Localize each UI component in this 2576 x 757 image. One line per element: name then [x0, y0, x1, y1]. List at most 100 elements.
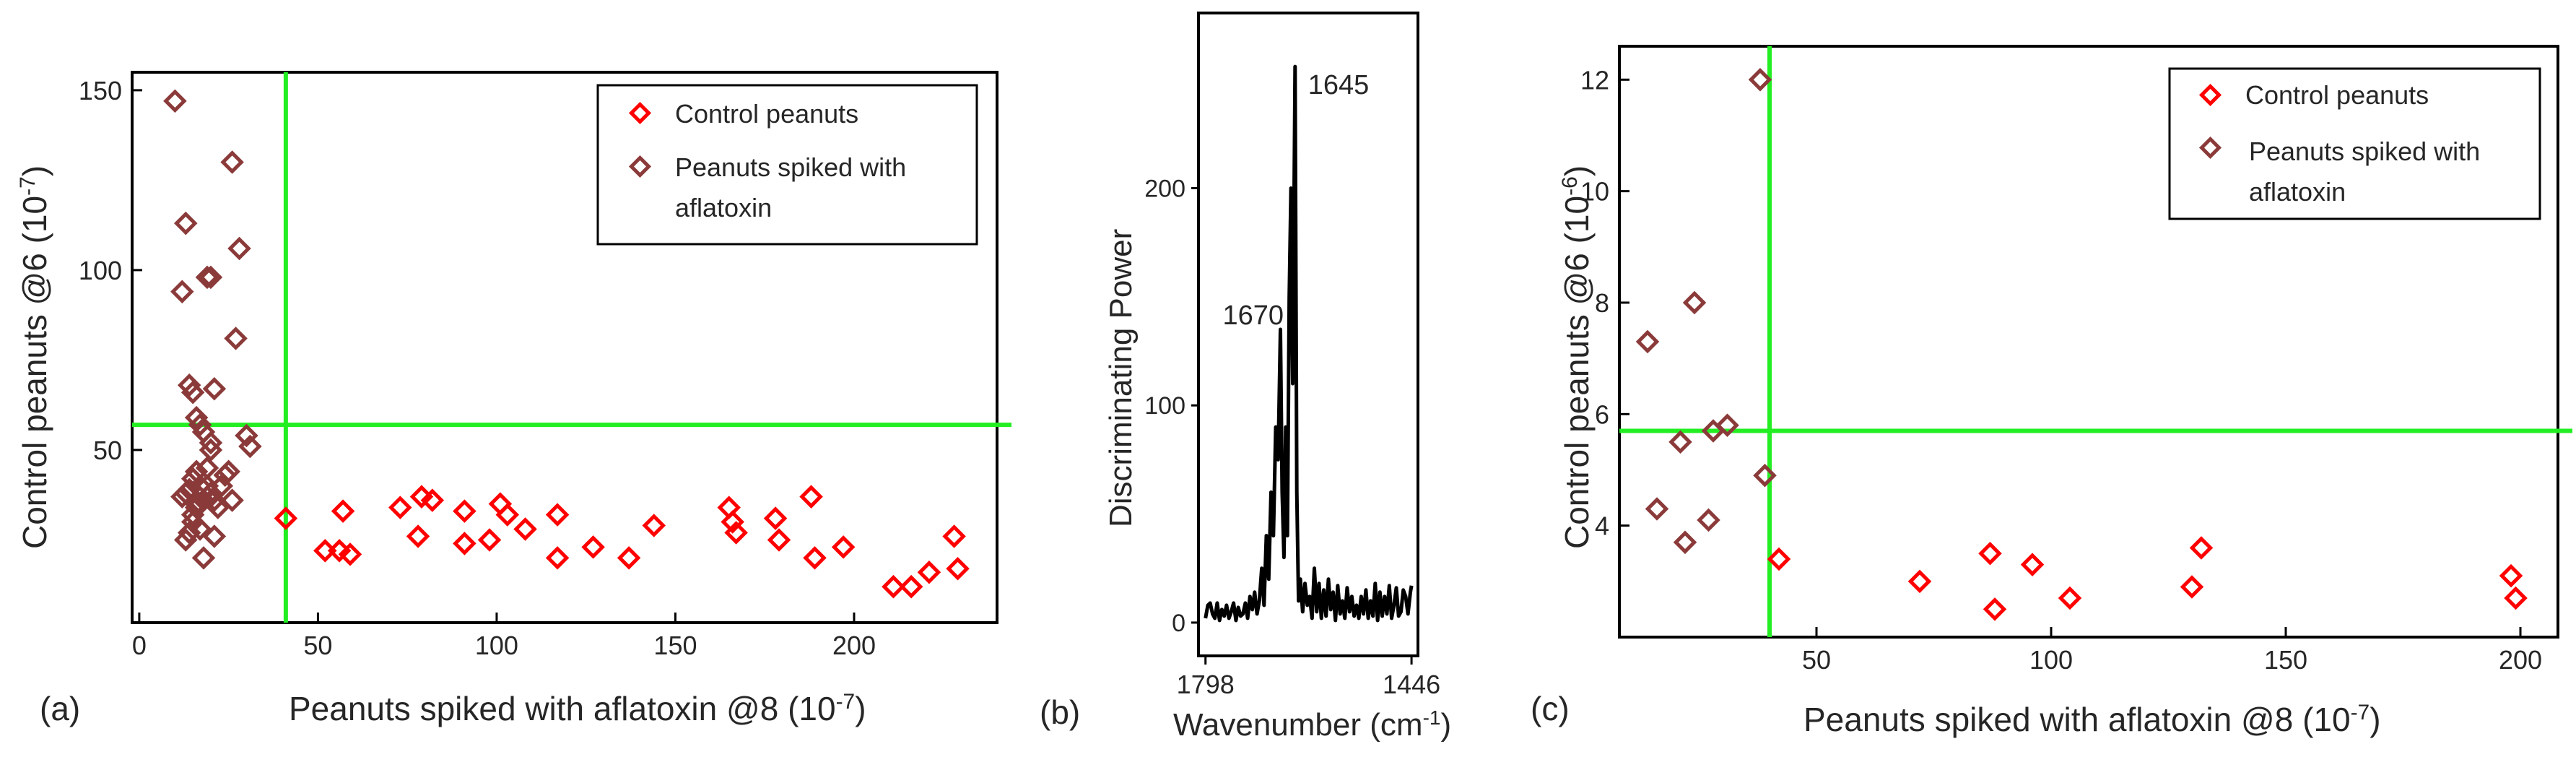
- panel-a-x-tick-label: 200: [832, 631, 876, 660]
- panel-a-plot-frame: [131, 71, 998, 624]
- panel-a-spiked-point: [170, 280, 194, 304]
- panel-b-peak-label-1670: 1670: [1222, 300, 1284, 331]
- panel-b-label: (b): [1040, 693, 1080, 731]
- panel-c-legend-control-marker: [2198, 83, 2222, 107]
- panel-a-spiked-point: [173, 211, 198, 235]
- panel-c-spiked-point: [1682, 290, 1707, 315]
- panel-a-control-point: [617, 546, 641, 570]
- panel-a-y-tick-label: 100: [79, 256, 122, 285]
- panel-a-spiked-point: [224, 326, 248, 350]
- panel-c-legend-spiked-label-line2: aflatoxin: [2249, 177, 2346, 207]
- panel-c-control-point: [1983, 597, 2007, 621]
- panel-c-y-tick-label: 10: [1580, 177, 1609, 207]
- panel-a-control-point: [899, 574, 923, 599]
- panel-a-x-axis-label: Peanuts spiked with aflatoxin @8 (10-7): [289, 690, 866, 728]
- panel-a-control-point: [942, 524, 966, 548]
- panel-a-control-point: [453, 532, 477, 555]
- panel-a-control-point: [767, 528, 791, 552]
- panel-a-control-point: [724, 521, 748, 545]
- panel-b-x-tick-label: 1798: [1177, 670, 1235, 699]
- panel-c-spiked-point: [1668, 430, 1692, 454]
- panel-a-legend: Control peanuts Peanuts spiked with afla…: [596, 84, 978, 246]
- panel-a-x-tick-label: 100: [475, 631, 518, 660]
- panel-c-legend-spiked-marker: [2198, 136, 2222, 160]
- panel-a-x-tick-label: 0: [132, 631, 147, 660]
- panel-b-plot-frame: [1197, 12, 1419, 657]
- panel-a-x-tick-label: 150: [653, 631, 697, 660]
- panel-a-control-point: [338, 542, 362, 566]
- panel-a-legend-spiked-label-line1: Peanuts spiked with: [675, 152, 906, 182]
- panel-b: 1798 1446 0 100 200 1645 1670 Wavenumber (cm…: [1040, 12, 1451, 743]
- panel-a-spiked-point: [184, 496, 209, 519]
- panel-a-control-point: [882, 574, 905, 599]
- panel-a-spiked-point: [163, 89, 187, 113]
- panel-a-legend-spiked-label-line2: aflatoxin: [675, 193, 772, 222]
- panel-a-control-point: [477, 528, 502, 552]
- panel-c-y-tick-label: 6: [1595, 399, 1609, 429]
- panel-b-y-tick-label: 100: [1144, 392, 1185, 420]
- panel-a-legend-box: [596, 84, 978, 246]
- panel-a-control-point: [313, 539, 337, 563]
- panel-a-spiked-point: [217, 459, 240, 484]
- panel-c-x-tick-label: 50: [1802, 645, 1831, 675]
- panel-b-y-tick-label: 200: [1144, 176, 1185, 203]
- panel-a-spiked-point: [202, 524, 227, 548]
- panel-b-spectrum-line: [1204, 64, 1414, 623]
- panel-c-control-point: [1907, 569, 1932, 594]
- panel-a-control-point: [331, 499, 355, 523]
- panel-a-control-point: [388, 496, 412, 519]
- panel-b-y-axis-label: Discriminating Power: [1103, 229, 1139, 527]
- panel-c-y-tick-label: 12: [1580, 65, 1609, 95]
- panel-c-label: (c): [1531, 690, 1570, 727]
- panel-a-y-tick-label: 50: [93, 436, 122, 465]
- panel-c-legend-spiked-label-line1: Peanuts spiked with: [2249, 137, 2480, 166]
- panel-a-control-point: [495, 503, 520, 527]
- panel-c-control-point: [1767, 547, 1791, 571]
- panel-a-control-point: [545, 503, 570, 527]
- panel-a-control-point: [406, 524, 430, 548]
- panel-b-peak-label-1645: 1645: [1308, 70, 1370, 100]
- panel-a-control-point: [763, 506, 788, 530]
- panel-b-x-tick-label: 1446: [1383, 670, 1440, 699]
- panel-c-control-point: [1978, 541, 2002, 566]
- panel-a-control-point: [799, 485, 823, 509]
- panel-c-spiked-point: [1715, 413, 1739, 438]
- panel-c-x-tick-label: 200: [2499, 645, 2542, 675]
- panel-c-x-tick-label: 100: [2029, 645, 2073, 675]
- panel-a-spiked-point: [220, 150, 244, 174]
- panel-a-spiked-point: [199, 265, 223, 290]
- panel-c-y-tick-label: 8: [1595, 288, 1609, 318]
- panel-a-control-point: [453, 499, 477, 523]
- panel-a-spiked-point: [195, 474, 219, 498]
- panel-c-control-point: [2020, 553, 2045, 576]
- panel-c-control-point: [2499, 563, 2523, 588]
- panel-a-spiked-point: [202, 377, 227, 401]
- panel-c: 50 100 150 200 4 6 8 10 12 Control peanuts Peanu…: [1531, 45, 2572, 738]
- panel-a: 0 50 100 150 200 50 100 150 Control peanuts Pea…: [16, 71, 1011, 728]
- panel-a-control-point: [642, 514, 666, 537]
- panel-a-control-point: [581, 535, 605, 559]
- panel-c-plot-frame: [1618, 45, 2559, 639]
- panel-a-control-point: [420, 488, 445, 512]
- panel-c-control-point: [2180, 575, 2204, 599]
- panel-c-y-axis-label: Control peanuts @6 (10-6): [1558, 165, 1596, 549]
- panel-a-legend-spiked-marker: [628, 155, 652, 178]
- panel-a-spiked-point: [206, 496, 230, 519]
- panel-a-control-point: [274, 506, 298, 530]
- panel-a-control-point: [803, 546, 827, 570]
- panel-c-spiked-point: [1645, 497, 1669, 521]
- panel-a-spiked-point: [195, 265, 219, 290]
- panel-c-x-tick-label: 150: [2264, 645, 2307, 675]
- panel-c-spiked-point: [1673, 530, 1697, 555]
- panel-a-x-tick-label: 50: [303, 631, 332, 660]
- panel-a-spiked-point: [220, 488, 244, 512]
- panel-a-spiked-point: [180, 380, 205, 405]
- panel-c-legend: Control peanuts Peanuts spiked with afla…: [2168, 67, 2541, 220]
- panel-a-spiked-point: [227, 236, 251, 261]
- panel-c-control-point: [2058, 586, 2082, 610]
- panel-a-control-point: [831, 535, 856, 559]
- panel-a-y-tick-label: 150: [79, 76, 122, 105]
- panel-a-spiked-point: [184, 459, 209, 484]
- panel-a-legend-control-marker: [628, 101, 652, 125]
